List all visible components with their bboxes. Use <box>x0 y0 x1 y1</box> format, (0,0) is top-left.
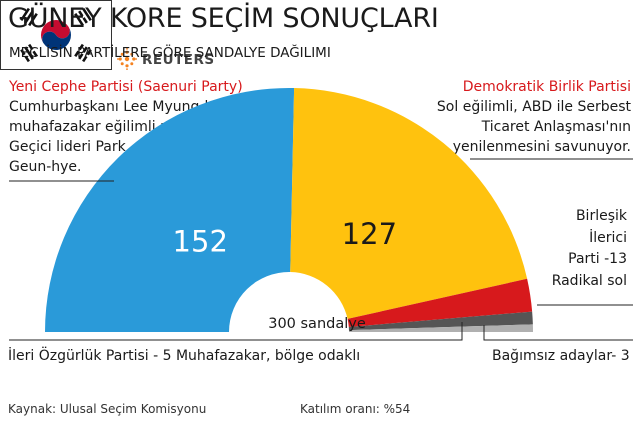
total-seats-label: 300 sandalye <box>268 316 366 332</box>
unified-progressive-annotation: Birleşik İlerici Parti -13 Radikal sol <box>552 206 627 292</box>
slice-independents <box>348 324 533 332</box>
minor-party-line: Parti -13 <box>568 251 627 267</box>
saenuri-party-name: Yeni Cephe Partisi (Saenuri Party) <box>9 79 243 95</box>
saenuri-desc-line: Geun-hye. <box>9 159 82 175</box>
slice-unified-progressive <box>347 278 533 327</box>
reuters-logo: REUTERS <box>117 48 215 70</box>
south-korea-flag-icon <box>0 0 112 70</box>
slice-democratic <box>290 88 528 319</box>
slice-liberty-forward <box>348 311 533 331</box>
minor-party-line: İlerici <box>589 229 627 246</box>
turnout-note: Katılım oranı: %54 <box>300 402 411 416</box>
liberty-forward-leader-line <box>9 322 463 341</box>
democratic-party-name: Demokratik Birlik Partisi <box>462 79 631 95</box>
reuters-dots-icon <box>117 48 138 70</box>
minor-party-line: Birleşik <box>575 208 627 224</box>
liberty-forward-label: İleri Özgürlük Partisi - 5 Muhafazakar, … <box>8 348 361 364</box>
chart-subtitle: MECLİSİN PARTİLERE GÖRE SANDALYE DAĞILIM… <box>9 45 331 61</box>
slice-saenuri <box>45 88 295 333</box>
saenuri-desc-line: Geçici lideri Park <box>9 139 126 155</box>
independents-label: Bağımsız adaylar- 3 <box>492 348 630 364</box>
democratic-desc-line: Sol eğilimli, ABD ile Serbest <box>436 99 631 115</box>
minor-party-line: Radikal sol <box>551 272 627 289</box>
independents-leader-line <box>483 325 633 341</box>
democratic-annotation: Demokratik Birlik Partisi Sol eğilimli, … <box>437 77 631 157</box>
democratic-desc-line: yenilenmesini savunuyor. <box>452 139 631 155</box>
svg-text:REUTERS: REUTERS <box>142 52 215 68</box>
democratic-desc-line: Ticaret Anlaşması'nın <box>481 119 631 135</box>
source-note: Kaynak: Ulusal Seçim Komisyonu <box>8 402 207 416</box>
slice-saenuri-value-label: 152 <box>173 224 228 258</box>
chart-title: GÜNEY KORE SEÇİM SONUÇLARI <box>8 3 439 34</box>
slice-democratic-value-label: 127 <box>342 217 397 251</box>
